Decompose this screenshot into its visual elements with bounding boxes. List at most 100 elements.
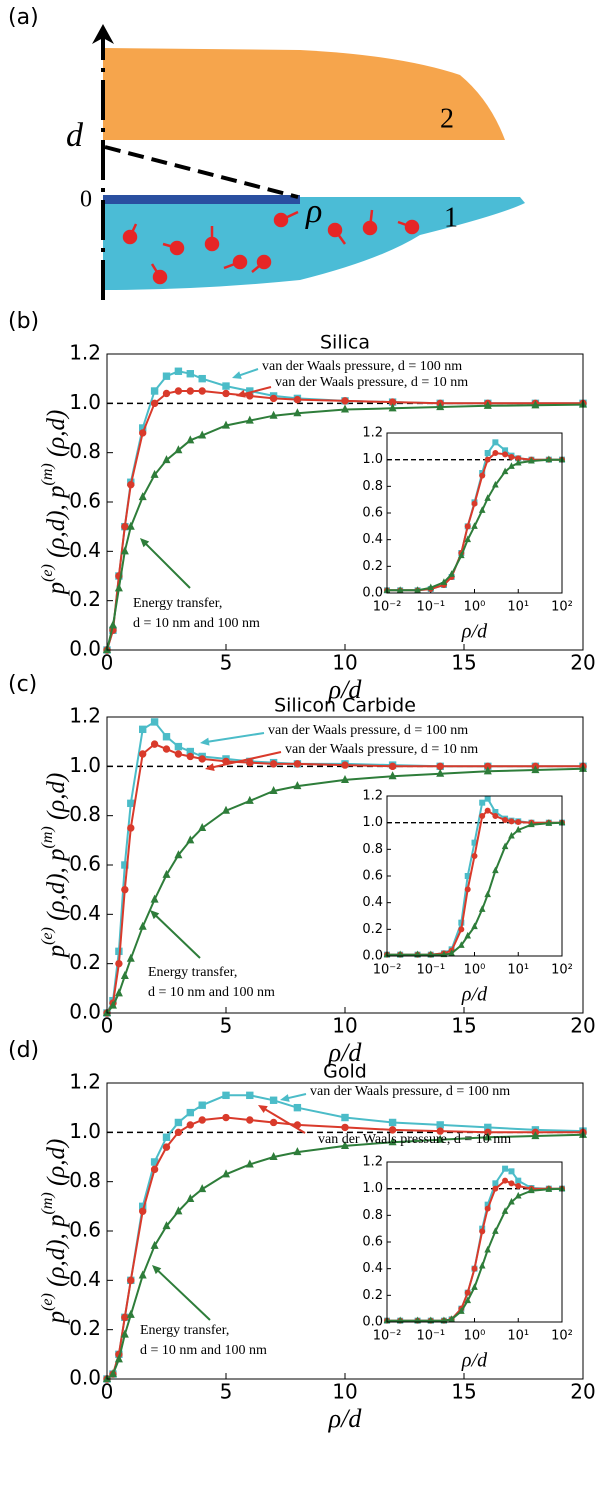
plot-frame — [106, 353, 584, 651]
marker — [531, 400, 540, 409]
marker — [222, 1091, 230, 1100]
x-tick-label: 0 — [101, 1380, 114, 1404]
rho-label: ρ — [305, 193, 322, 230]
inset-frame — [386, 1161, 563, 1323]
series-label: van der Waals pressure, d = 100 nm — [262, 359, 462, 374]
marker — [221, 1169, 231, 1178]
marker — [484, 450, 491, 456]
y-tick-label: 0.4 — [69, 538, 101, 562]
inset-background — [387, 433, 562, 593]
marker — [121, 522, 129, 531]
marker — [471, 853, 478, 859]
series-line — [387, 1187, 563, 1322]
inset-y-tick-label: 1.0 — [362, 815, 383, 830]
y-tick-label: 0.6 — [69, 489, 101, 513]
marker — [483, 766, 492, 775]
marker — [126, 521, 135, 530]
x-tick-label: 5 — [220, 1014, 233, 1038]
marker — [293, 1147, 302, 1156]
marker — [186, 835, 195, 844]
inset-frame — [386, 432, 563, 594]
panel-label: (a) — [8, 5, 39, 30]
marker — [174, 1118, 183, 1127]
y-tick-label: 1.0 — [69, 1119, 101, 1143]
marker — [484, 795, 491, 802]
marker — [127, 1276, 135, 1285]
medium-2 — [103, 48, 505, 140]
annotation-arrowhead — [150, 910, 160, 920]
marker — [501, 1207, 509, 1214]
y-tick-label: 0.2 — [69, 950, 101, 974]
marker — [508, 1168, 515, 1175]
inset-frame — [386, 795, 563, 957]
marker — [127, 481, 135, 489]
marker — [162, 745, 171, 753]
diagram: (a) d 0 ρ 1 2 — [8, 5, 525, 300]
series-label: d = 10 nm and 100 nm — [148, 985, 275, 1000]
inset-y-tick-label: 0.2 — [362, 1288, 383, 1303]
marker — [427, 583, 435, 591]
y-tick-label: 0.6 — [69, 1218, 101, 1242]
chart-title: Gold — [323, 1061, 367, 1083]
inset: 0.0 0.2 0.4 0.6 0.8 1.0 1.2 10⁻² 10⁻¹ 10⁰ 10¹ 10² ρ/… — [362, 1155, 573, 1372]
marker — [464, 886, 471, 893]
marker — [492, 439, 499, 446]
axis-arrow — [92, 24, 114, 44]
inset-x-tick-label: 10⁻¹ — [416, 600, 445, 615]
marker — [528, 820, 535, 828]
marker — [448, 949, 455, 956]
inset-x-tick-label: 10² — [551, 1329, 573, 1344]
marker — [458, 1307, 465, 1314]
marker — [269, 1152, 278, 1161]
marker — [492, 1180, 499, 1187]
marker — [269, 394, 278, 403]
marker — [198, 1184, 207, 1193]
marker — [115, 959, 123, 968]
inset-y-tick-label: 0.0 — [362, 949, 383, 964]
marker — [120, 971, 129, 980]
y-tick-label: 0.0 — [69, 637, 101, 661]
marker — [162, 869, 171, 878]
marker — [448, 1315, 455, 1322]
inset: 0.0 0.2 0.4 0.6 0.8 1.0 1.2 10⁻² 10⁻¹ 10⁰ 10¹ 10² ρ/… — [362, 789, 573, 1006]
marker — [388, 403, 397, 412]
marker — [174, 445, 183, 454]
annotation-arrowhead — [280, 1094, 290, 1102]
annotation-arrowhead — [258, 1105, 268, 1114]
marker — [162, 372, 171, 380]
marker — [139, 429, 147, 437]
x-axis-label: ρ/d — [328, 675, 363, 704]
annotation-arrow — [237, 368, 259, 377]
marker — [138, 1270, 147, 1279]
marker — [464, 535, 472, 543]
x-tick-label: 10 — [332, 1380, 357, 1404]
inset-y-tick-label: 1.2 — [362, 789, 383, 804]
marker — [545, 455, 553, 463]
marker — [150, 894, 159, 903]
inset-x-axis-label: ρ/d — [461, 1350, 488, 1372]
inset-x-axis-label: ρ/d — [461, 984, 488, 1006]
marker — [436, 1127, 444, 1135]
surface-bar — [103, 195, 300, 204]
x-tick-label: 20 — [570, 1014, 595, 1038]
marker — [174, 387, 183, 395]
marker — [414, 950, 421, 958]
inset-x-tick-label: 10¹ — [507, 1329, 529, 1344]
marker — [174, 742, 183, 751]
marker — [198, 430, 207, 439]
marker — [508, 454, 515, 460]
annotation-arrow — [155, 1268, 211, 1321]
annotation-arrow — [210, 751, 282, 769]
chart-title: Silica — [320, 332, 370, 354]
marker — [440, 578, 448, 585]
marker — [269, 786, 278, 795]
marker — [139, 750, 147, 758]
marker — [464, 1289, 471, 1296]
y-axis-label-part: (ρ,d) — [43, 1139, 70, 1193]
marker — [174, 1206, 183, 1215]
marker — [246, 1116, 254, 1124]
y-tick-label: 0.2 — [69, 587, 101, 611]
annotation-arrowhead — [236, 389, 246, 398]
distance-label: d — [66, 117, 84, 154]
